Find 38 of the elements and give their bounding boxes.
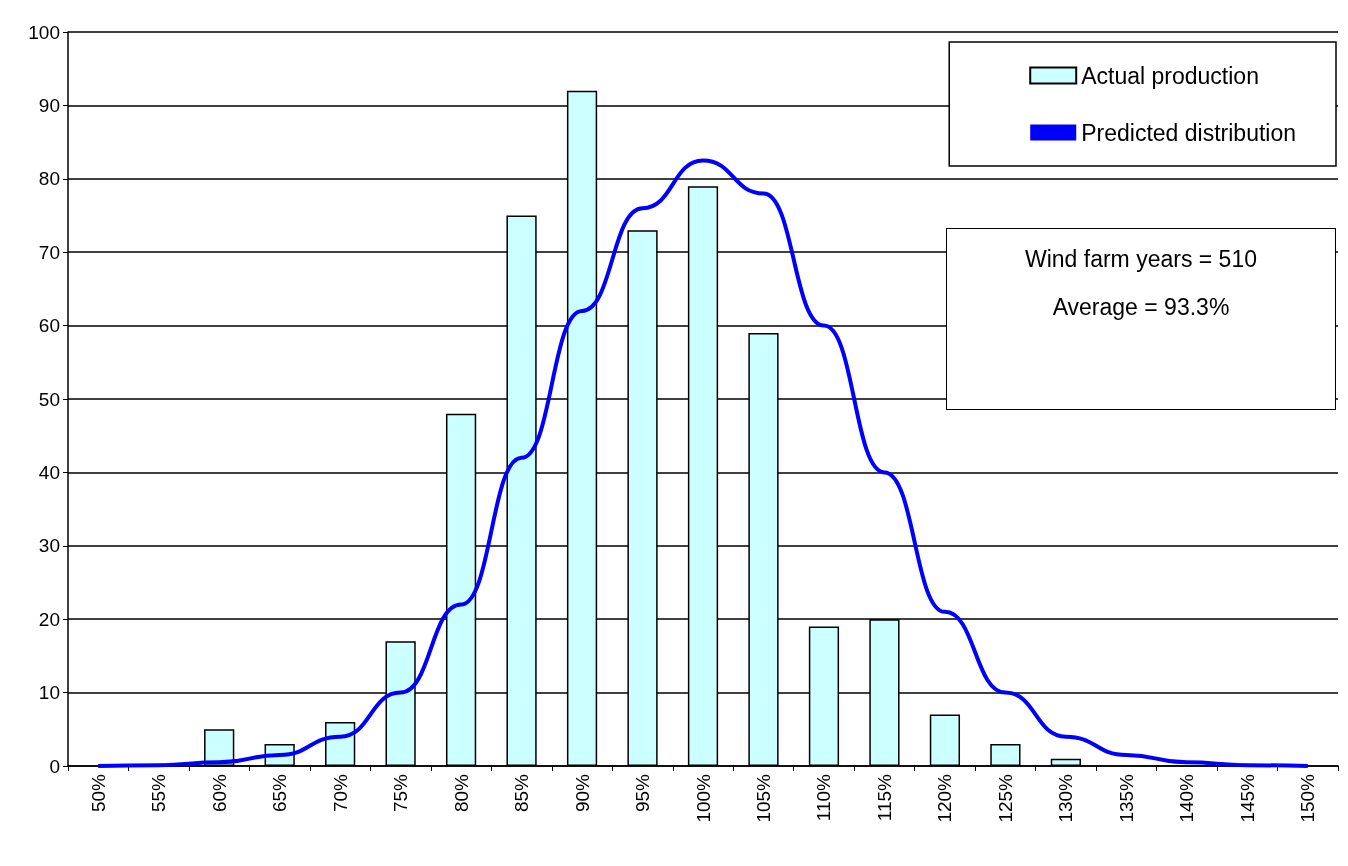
y-tick-label: 20 (38, 608, 60, 630)
x-tick-label: 75% (390, 773, 412, 813)
y-tick-label: 0 (49, 755, 60, 777)
x-tick-label: 125% (994, 773, 1016, 823)
y-tick-label: 10 (38, 682, 60, 704)
x-tick-label: 65% (269, 773, 291, 813)
x-tick-label: 50% (87, 773, 109, 813)
x-tick-label: 140% (1176, 773, 1198, 823)
x-tick-label: 85% (511, 773, 533, 813)
x-tick-label: 80% (450, 773, 472, 813)
y-tick-label: 60 (38, 315, 60, 337)
x-tick-label: 135% (1115, 773, 1137, 823)
legend-label: Predicted distribution (1081, 119, 1297, 146)
x-tick-label: 90% (571, 773, 593, 813)
x-tick-label: 150% (1297, 773, 1319, 823)
x-tick-label: 115% (873, 773, 895, 822)
line-series (96, 158, 1310, 768)
x-tick-label: 120% (934, 773, 956, 823)
y-tick-label: 80 (38, 168, 60, 190)
x-tick-label: 55% (148, 773, 170, 813)
y-tick-label: 90 (38, 94, 60, 116)
note-box: Wind farm years = 510 Average = 93.3% (946, 228, 1336, 410)
y-tick-label: 100 (28, 21, 60, 43)
x-tick-label: 60% (208, 773, 230, 813)
y-tick-label: 40 (38, 461, 60, 483)
legend-label: Actual production (1081, 62, 1259, 89)
annotation: Wind farm years = 510 (1024, 245, 1258, 274)
annotation: Average = 93.3% (1051, 293, 1231, 322)
y-tick-label: 70 (38, 241, 60, 263)
y-tick-label: 30 (38, 535, 60, 557)
x-tick-label: 110% (813, 773, 835, 822)
x-tick-label: 145% (1236, 773, 1258, 823)
x-tick-label: 70% (329, 773, 351, 813)
x-tick-label: 105% (752, 773, 774, 823)
x-tick-label: 130% (1055, 773, 1077, 823)
x-tick-label: 95% (632, 773, 654, 813)
y-tick-label: 50 (38, 388, 60, 410)
x-tick-label: 100% (692, 773, 714, 823)
